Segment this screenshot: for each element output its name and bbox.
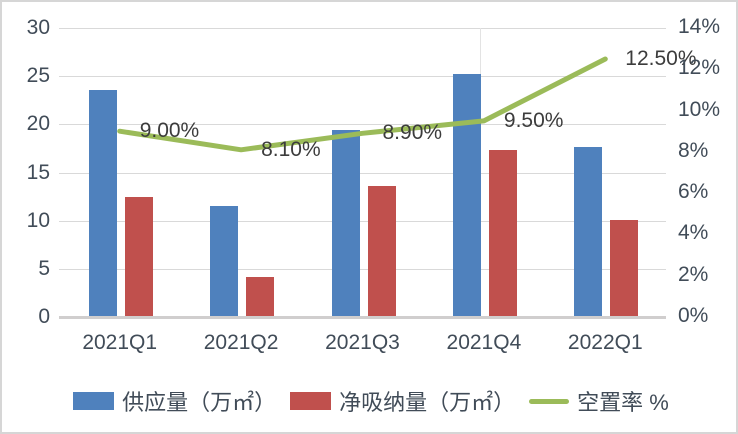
legend-item-净吸纳量（万㎡）: 净吸纳量（万㎡） bbox=[290, 385, 515, 417]
line-point-label: 9.00% bbox=[139, 119, 200, 143]
legend-item-供应量（万㎡）: 供应量（万㎡） bbox=[73, 385, 276, 417]
bar-供应量（万㎡）-2021Q2 bbox=[210, 206, 239, 317]
bar-供应量（万㎡）-2021Q3 bbox=[331, 130, 360, 317]
right-axis-tick: 4% bbox=[678, 221, 709, 245]
right-axis-tick: 8% bbox=[678, 138, 709, 162]
vacancy-rate-line bbox=[117, 56, 608, 153]
bar-净吸纳量（万㎡）-2021Q2 bbox=[246, 276, 275, 317]
left-axis-tick: 5 bbox=[38, 256, 50, 280]
x-axis-line bbox=[59, 316, 666, 319]
legend-color-swatch bbox=[73, 392, 115, 410]
bar-净吸纳量（万㎡）-2021Q3 bbox=[367, 186, 396, 317]
category-label: 2021Q2 bbox=[203, 331, 279, 354]
line-point-label: 8.90% bbox=[382, 121, 443, 145]
line-point-label: 8.10% bbox=[261, 137, 321, 161]
line-point-label: 12.50% bbox=[625, 46, 697, 70]
right-axis-tick: 0% bbox=[678, 304, 709, 327]
category-label: 2021Q1 bbox=[82, 331, 158, 354]
legend-color-swatch bbox=[290, 392, 332, 410]
category-label: 2021Q3 bbox=[325, 331, 400, 354]
left-axis-tick: 15 bbox=[26, 160, 50, 184]
right-axis-tick: 2% bbox=[678, 262, 709, 286]
category-label: 2022Q1 bbox=[567, 331, 643, 354]
left-axis-tick: 25 bbox=[26, 64, 50, 88]
category-label: 2021Q4 bbox=[446, 331, 522, 354]
gridline bbox=[59, 124, 666, 126]
bar-净吸纳量（万㎡）-2021Q4 bbox=[488, 150, 517, 317]
gridline bbox=[59, 220, 666, 222]
legend-item-空置率 %: 空置率 % bbox=[529, 385, 669, 417]
plot-area: 9.00% 8.10% 8.90% 9.50% 12.50% bbox=[59, 28, 697, 317]
right-axis-tick: 6% bbox=[678, 180, 709, 204]
bar-供应量（万㎡）-2022Q1 bbox=[574, 146, 603, 317]
legend-label: 空置率 % bbox=[577, 390, 669, 415]
legend-label: 净吸纳量（万㎡） bbox=[339, 390, 516, 415]
bar-净吸纳量（万㎡）-2022Q1 bbox=[610, 219, 639, 317]
left-axis-tick: 0 bbox=[38, 305, 50, 328]
left-axis-tick: 10 bbox=[26, 208, 50, 232]
legend-label: 供应量（万㎡） bbox=[122, 390, 277, 415]
bar-供应量（万㎡）-2021Q4 bbox=[452, 74, 481, 317]
line-point-label: 9.50% bbox=[503, 108, 564, 132]
left-axis-tick: 30 bbox=[26, 16, 50, 39]
legend: 供应量（万㎡） 净吸纳量（万㎡） 空置率 % bbox=[2, 385, 736, 417]
bar-供应量（万㎡）-2021Q1 bbox=[88, 89, 117, 317]
gridline bbox=[59, 268, 666, 270]
left-axis-tick: 20 bbox=[26, 112, 50, 136]
gridline bbox=[59, 76, 666, 78]
legend-line-swatch bbox=[529, 398, 570, 404]
right-axis-tick: 10% bbox=[678, 97, 721, 121]
right-axis-tick: 12% bbox=[678, 56, 721, 80]
bar-净吸纳量（万㎡）-2021Q1 bbox=[124, 196, 153, 317]
right-axis-tick: 14% bbox=[678, 15, 721, 38]
gridline bbox=[59, 172, 666, 174]
gridline bbox=[59, 28, 666, 29]
